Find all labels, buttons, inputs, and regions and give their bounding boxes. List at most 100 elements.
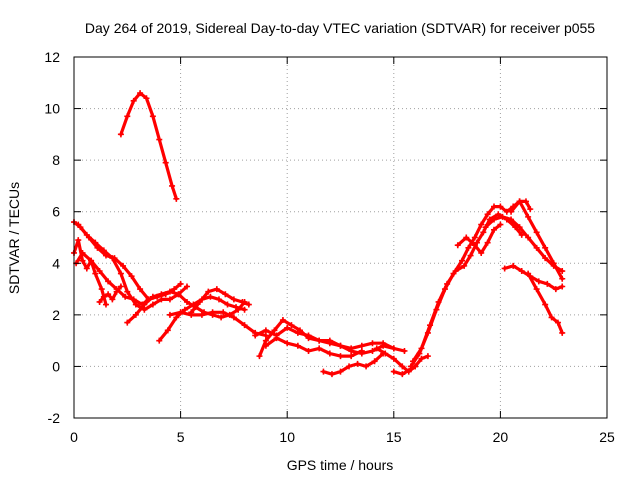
data-point — [169, 182, 176, 189]
series-line — [264, 336, 364, 358]
data-point — [271, 327, 278, 334]
data-point — [382, 350, 389, 357]
data-point — [348, 353, 355, 360]
data-point — [158, 296, 165, 303]
data-point — [117, 131, 124, 138]
data-point — [183, 283, 190, 290]
data-point — [96, 268, 103, 275]
axis-ticks — [73, 56, 608, 419]
data-point — [510, 262, 517, 269]
series-arc-21 — [508, 198, 566, 282]
data-point — [173, 195, 180, 202]
data-point — [149, 293, 156, 300]
data-point — [491, 216, 498, 223]
data-point — [363, 363, 370, 370]
data-point — [328, 371, 335, 378]
data-point — [102, 301, 109, 308]
data-point — [241, 322, 248, 329]
data-point — [117, 270, 124, 277]
data-point — [188, 309, 195, 316]
data-point — [548, 314, 555, 321]
series-arc-23 — [525, 270, 566, 336]
data-point — [75, 237, 82, 244]
data-point — [92, 270, 99, 277]
data-point — [224, 301, 231, 308]
data-point — [484, 211, 491, 218]
data-point — [516, 224, 523, 231]
data-point — [262, 337, 269, 344]
data-point — [273, 335, 280, 342]
data-point — [501, 265, 508, 272]
data-point — [401, 347, 408, 354]
data-point — [409, 358, 416, 365]
data-point — [220, 309, 227, 316]
data-point — [369, 347, 376, 354]
data-point — [132, 311, 139, 318]
series-line — [392, 364, 417, 376]
data-point — [213, 286, 220, 293]
y-tick-label: 12 — [44, 49, 60, 65]
data-point — [215, 296, 222, 303]
series-arc-13 — [262, 335, 365, 360]
series-line — [483, 215, 564, 273]
data-point — [262, 332, 269, 339]
series-line — [157, 295, 247, 343]
data-point — [164, 327, 171, 334]
data-point — [284, 324, 291, 331]
data-point — [459, 257, 466, 264]
data-point — [233, 304, 240, 311]
data-point — [252, 332, 259, 339]
data-point — [105, 291, 112, 298]
data-point — [75, 221, 82, 228]
data-point — [245, 301, 252, 308]
data-point — [143, 95, 150, 102]
data-point — [559, 275, 566, 282]
x-tick-label: 0 — [70, 429, 78, 445]
data-point — [544, 280, 551, 287]
chart-title: Day 264 of 2019, Sidereal Day-to-day VTE… — [85, 20, 595, 36]
x-tick-label: 10 — [279, 429, 295, 445]
data-point — [390, 368, 397, 375]
data-point — [358, 342, 365, 349]
data-point — [533, 229, 540, 236]
series-arc-18 — [409, 211, 525, 365]
data-point — [326, 337, 333, 344]
data-point — [435, 298, 442, 305]
data-point — [465, 244, 472, 251]
y-tick-label: -2 — [48, 410, 61, 426]
data-point — [369, 340, 376, 347]
data-point — [554, 319, 561, 326]
series-arc-9 — [166, 309, 269, 339]
data-point — [162, 159, 169, 166]
data-point — [222, 291, 229, 298]
data-point — [471, 242, 478, 249]
data-point — [256, 353, 263, 360]
data-point — [171, 286, 178, 293]
data-point — [175, 291, 182, 298]
series-arc-3 — [71, 237, 109, 308]
data-point — [109, 296, 116, 303]
y-axis-label: SDTVAR / TECUs — [6, 182, 22, 294]
data-point — [149, 301, 156, 308]
data-point — [478, 221, 485, 228]
series-line — [375, 346, 430, 374]
data-point — [552, 286, 559, 293]
data-point — [124, 288, 131, 295]
data-point — [390, 345, 397, 352]
series-arc-20 — [482, 213, 566, 275]
series-arc-19 — [454, 221, 504, 256]
data-point — [346, 363, 353, 370]
series-arc-6 — [96, 283, 124, 305]
data-point — [518, 231, 525, 238]
plot-frame — [73, 56, 608, 419]
data-point — [294, 342, 301, 349]
data-point — [177, 280, 184, 287]
data-point — [141, 306, 148, 313]
data-point — [518, 268, 525, 275]
data-point — [559, 329, 566, 336]
data-point — [444, 280, 451, 287]
data-point — [230, 296, 237, 303]
data-point — [177, 309, 184, 316]
data-point — [525, 213, 532, 220]
